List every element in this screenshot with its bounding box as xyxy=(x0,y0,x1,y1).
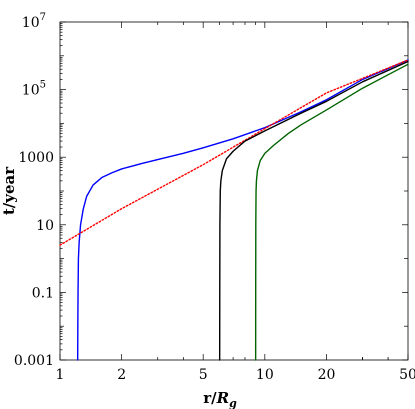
x-tick-label: 1 xyxy=(56,367,65,383)
axis-tick-labels: 1 2 5 10 20 50 0.001 0.1 10 1000 105 107 xyxy=(14,12,415,383)
x-axis-label: r/Rg xyxy=(203,389,237,409)
series-line-3 xyxy=(218,60,409,361)
x-tick-label: 10 xyxy=(256,367,274,383)
x-tick-label: 20 xyxy=(318,367,336,383)
plot-border xyxy=(59,21,409,361)
series-line-1 xyxy=(76,59,409,361)
y-tick-label: 0.001 xyxy=(14,353,54,369)
x-tick-label: 50 xyxy=(399,367,415,383)
y-tick-label: 1000 xyxy=(18,150,54,166)
x-tick-label: 5 xyxy=(199,367,208,383)
plot-frame xyxy=(59,21,409,361)
y-axis-label: t/year xyxy=(0,166,18,215)
y-tick-label: 0.1 xyxy=(32,285,54,301)
x-tick-label: 2 xyxy=(117,367,126,383)
axis-ticks xyxy=(59,21,409,361)
y-tick-label: 107 xyxy=(22,12,46,31)
series-line-4 xyxy=(254,63,409,361)
series-layer xyxy=(59,59,409,361)
series-line-2 xyxy=(59,59,409,246)
y-tick-label: 10 xyxy=(36,218,54,234)
y-tick-label: 105 xyxy=(22,80,46,99)
